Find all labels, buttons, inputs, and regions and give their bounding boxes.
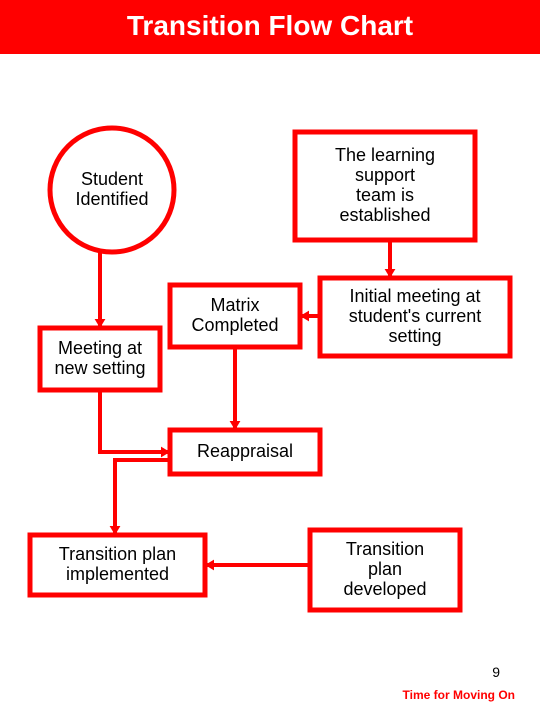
page-title: Transition Flow Chart	[0, 0, 540, 54]
edge-reappraisal-to-implemented	[115, 460, 170, 535]
node-initial-label-line-0: Initial meeting at	[349, 286, 480, 306]
node-matrix-label-line-0: Matrix	[211, 295, 260, 315]
node-student: StudentIdentified	[50, 128, 174, 252]
node-student-label-line-1: Identified	[75, 189, 148, 209]
node-developed-label-line-2: developed	[343, 579, 426, 599]
node-matrix-label-line-1: Completed	[191, 315, 278, 335]
edge-meeting-to-reappraisal	[100, 390, 170, 452]
node-reappraisal: Reappraisal	[170, 430, 320, 474]
node-learning-label-line-3: established	[339, 205, 430, 225]
node-initial-label-line-2: setting	[388, 326, 441, 346]
node-learning-label-line-1: support	[355, 165, 415, 185]
node-developed-label-line-1: plan	[368, 559, 402, 579]
node-implemented: Transition planimplemented	[30, 535, 205, 595]
flowchart-canvas: StudentIdentified The learningsupportteam…	[0, 60, 540, 720]
node-initial-label-line-1: student's current	[349, 306, 482, 326]
node-meeting-label-line-0: Meeting at	[58, 338, 142, 358]
node-developed: Transitionplandeveloped	[310, 530, 460, 610]
node-learning-label-line-2: team is	[356, 185, 414, 205]
node-learning: The learningsupportteam isestablished	[295, 132, 475, 240]
footer-caption: Time for Moving On	[403, 688, 515, 702]
node-learning-label-line-0: The learning	[335, 145, 435, 165]
node-matrix: MatrixCompleted	[170, 285, 300, 347]
node-implemented-label-line-1: implemented	[66, 564, 169, 584]
node-implemented-label-line-0: Transition plan	[59, 544, 176, 564]
node-meeting-label-line-1: new setting	[54, 358, 145, 378]
node-developed-label-line-0: Transition	[346, 539, 424, 559]
node-meeting: Meeting atnew setting	[40, 328, 160, 390]
node-reappraisal-label-line-0: Reappraisal	[197, 441, 293, 461]
node-initial: Initial meeting atstudent's currentsetti…	[320, 278, 510, 356]
node-student-label-line-0: Student	[81, 169, 143, 189]
page-number: 9	[492, 664, 500, 680]
